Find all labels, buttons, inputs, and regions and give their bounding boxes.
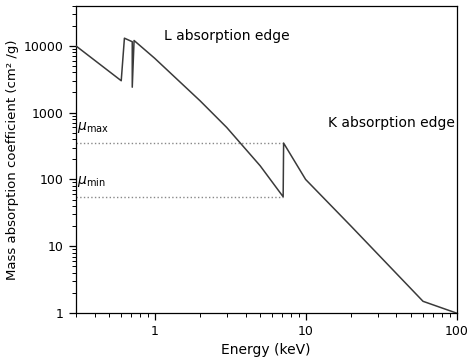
Text: K absorption edge: K absorption edge	[328, 116, 455, 130]
X-axis label: Energy (keV): Energy (keV)	[221, 343, 311, 358]
Text: $\mu_{\mathrm{min}}$: $\mu_{\mathrm{min}}$	[77, 174, 106, 189]
Text: $\mu_{\mathrm{max}}$: $\mu_{\mathrm{max}}$	[77, 121, 109, 135]
Y-axis label: Mass absorption coefficient (cm² /g): Mass absorption coefficient (cm² /g)	[6, 39, 18, 280]
Text: L absorption edge: L absorption edge	[164, 29, 290, 43]
